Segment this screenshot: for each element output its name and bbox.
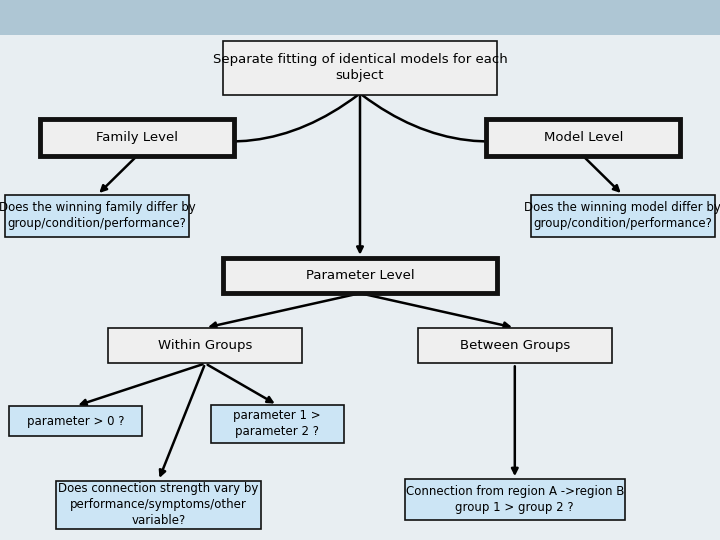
- FancyBboxPatch shape: [486, 119, 680, 156]
- FancyBboxPatch shape: [418, 328, 612, 363]
- FancyBboxPatch shape: [56, 481, 261, 529]
- Text: Parameter Level: Parameter Level: [306, 269, 414, 282]
- FancyBboxPatch shape: [223, 258, 497, 293]
- Text: Separate fitting of identical models for each
subject: Separate fitting of identical models for…: [212, 53, 508, 82]
- Bar: [0, 0, 720, 35]
- Text: Connection from region A ->region B
group 1 > group 2 ?: Connection from region A ->region B grou…: [405, 485, 624, 514]
- Text: Between Groups: Between Groups: [459, 339, 570, 352]
- FancyBboxPatch shape: [40, 119, 234, 156]
- FancyBboxPatch shape: [6, 195, 189, 237]
- Text: Does the winning family differ by
group/condition/performance?: Does the winning family differ by group/…: [0, 201, 196, 231]
- FancyBboxPatch shape: [531, 195, 714, 237]
- Text: Within Groups: Within Groups: [158, 339, 253, 352]
- FancyBboxPatch shape: [405, 480, 624, 519]
- Text: Does connection strength vary by
performance/symptoms/other
variable?: Does connection strength vary by perform…: [58, 482, 258, 528]
- Text: parameter 1 >
parameter 2 ?: parameter 1 > parameter 2 ?: [233, 409, 321, 438]
- Text: Does the winning model differ by
group/condition/performance?: Does the winning model differ by group/c…: [524, 201, 720, 231]
- FancyBboxPatch shape: [108, 328, 302, 363]
- Text: Model Level: Model Level: [544, 131, 623, 144]
- Text: parameter > 0 ?: parameter > 0 ?: [27, 415, 125, 428]
- FancyBboxPatch shape: [223, 40, 497, 94]
- Text: Family Level: Family Level: [96, 131, 178, 144]
- FancyBboxPatch shape: [210, 405, 344, 443]
- FancyBboxPatch shape: [9, 406, 143, 436]
